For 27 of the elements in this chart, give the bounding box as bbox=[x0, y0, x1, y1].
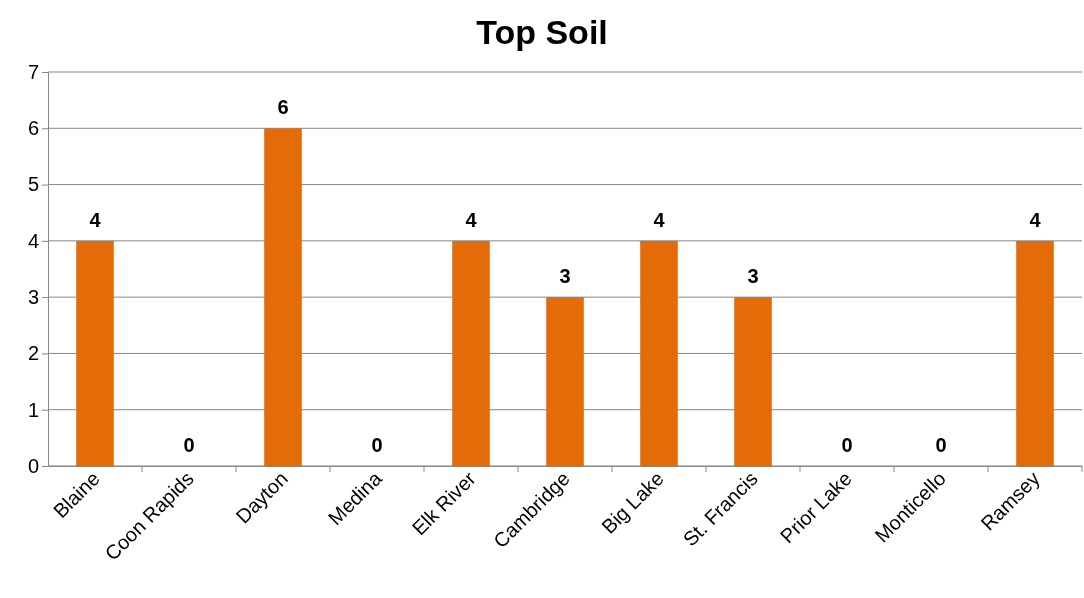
bar bbox=[640, 240, 678, 466]
bar bbox=[546, 297, 584, 466]
y-tick-label: 4 bbox=[27, 229, 39, 252]
data-label: 3 bbox=[747, 265, 759, 288]
data-label: 6 bbox=[277, 96, 289, 119]
data-label: 4 bbox=[1029, 208, 1042, 231]
y-tick-label: 5 bbox=[27, 173, 39, 196]
chart-title: Top Soil bbox=[476, 13, 608, 51]
bar bbox=[76, 240, 114, 466]
y-tick-label: 3 bbox=[27, 286, 39, 309]
bar bbox=[734, 297, 772, 466]
data-label: 3 bbox=[559, 265, 571, 288]
data-label: 0 bbox=[183, 434, 195, 456]
y-tick-label: 7 bbox=[27, 60, 39, 83]
bar bbox=[264, 128, 302, 466]
y-tick-label: 1 bbox=[27, 398, 39, 421]
data-label: 0 bbox=[841, 434, 853, 456]
y-tick-label: 0 bbox=[27, 454, 39, 477]
data-label: 4 bbox=[653, 208, 666, 231]
data-label: 4 bbox=[89, 208, 102, 231]
bar bbox=[1016, 240, 1054, 466]
bar bbox=[452, 240, 490, 466]
data-label: 0 bbox=[371, 434, 383, 456]
data-label: 4 bbox=[465, 208, 478, 231]
y-tick-label: 2 bbox=[27, 342, 39, 365]
data-label: 0 bbox=[935, 434, 947, 456]
y-tick-label: 6 bbox=[27, 117, 39, 140]
